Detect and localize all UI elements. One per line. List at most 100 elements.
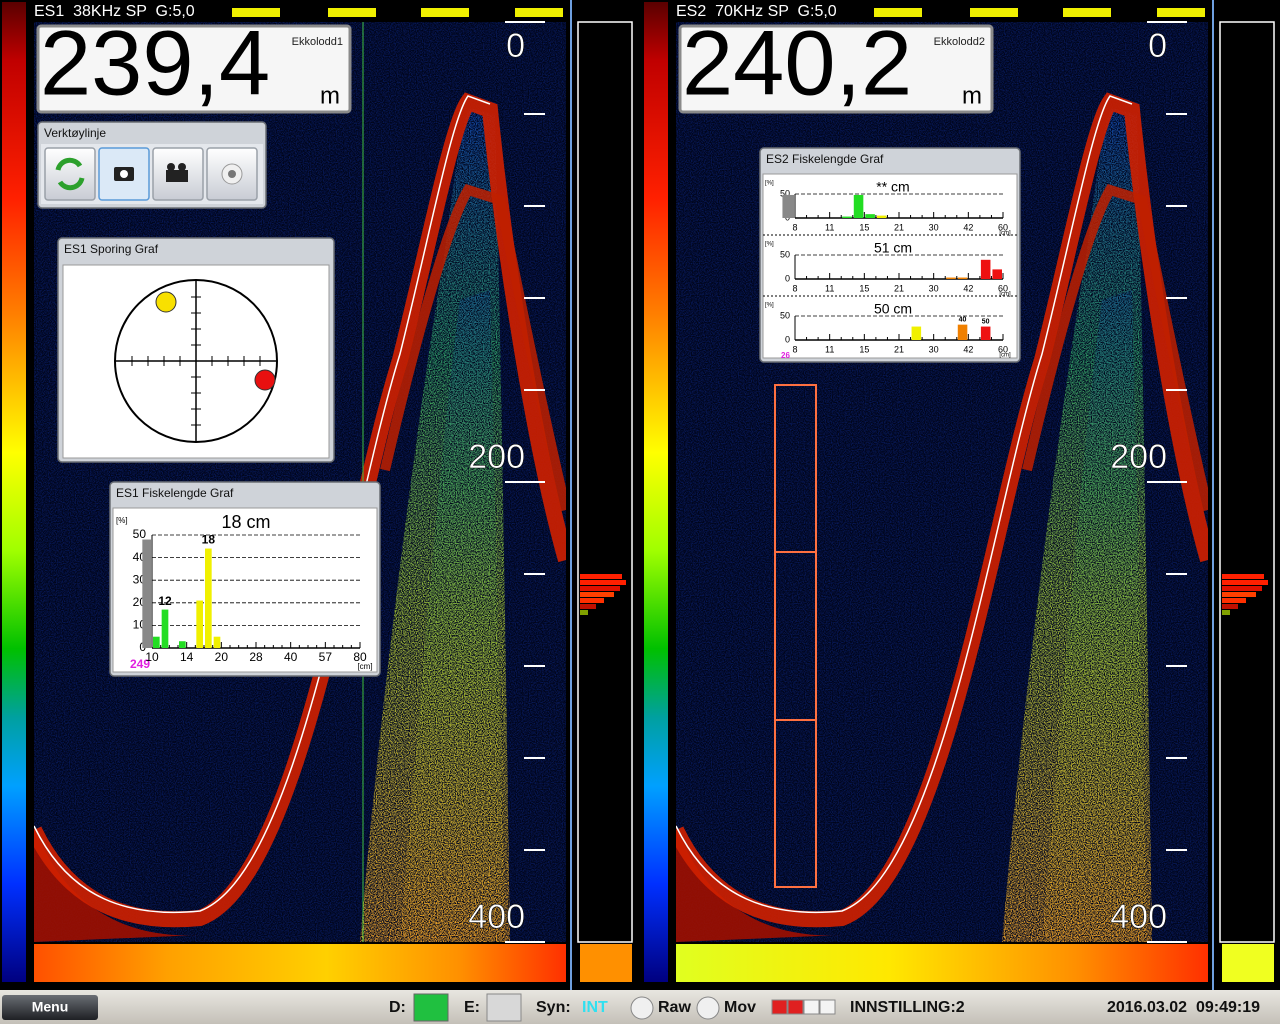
- status-text: Raw: [658, 999, 691, 1016]
- depth-unit: m: [320, 82, 340, 109]
- es2-length-window: ES2 Fiskelengde Graf: [759, 147, 1021, 363]
- depth-box: [678, 24, 994, 114]
- histogram-ylabel: [%]: [765, 303, 774, 309]
- x-tick-label: 8: [792, 283, 797, 293]
- bar: [865, 214, 875, 218]
- histogram-label: 51 cm: [874, 240, 912, 256]
- bar: [946, 277, 956, 279]
- bar: [980, 326, 991, 340]
- side-echo: [1222, 592, 1256, 597]
- side-band: [580, 944, 632, 982]
- window-title: ES2 Fiskelengde Graf: [766, 152, 884, 166]
- x-tick-label: 40: [284, 650, 298, 664]
- histogram-count: 249: [130, 657, 150, 671]
- bar-annotation: 12: [158, 594, 172, 608]
- echo-second: [380, 184, 566, 512]
- y-tick-label: 50: [780, 310, 790, 320]
- depth-label: 0: [506, 27, 525, 65]
- histogram-count: 26: [781, 351, 790, 360]
- side-echo: [580, 580, 626, 585]
- x-tick-label: 15: [859, 222, 869, 232]
- echo-bottom-band: [676, 825, 842, 942]
- bottom-band: [676, 944, 1208, 982]
- color-scale: [644, 2, 668, 982]
- depth-label: 200: [1110, 438, 1167, 476]
- x-tick-label: 42: [963, 283, 973, 293]
- echo-bottom: [34, 92, 566, 928]
- status-bar: Menu D: E: Syn: INT Raw Mov INNSTILLING:2 2016.0…: [0, 990, 1280, 1024]
- depth-box: [36, 24, 352, 114]
- status-dash: [421, 8, 469, 17]
- side-echo: [580, 574, 622, 579]
- mov-radio[interactable]: [696, 996, 720, 1020]
- raw-radio[interactable]: [630, 996, 654, 1020]
- bar: [957, 277, 968, 279]
- echo-second: [1022, 184, 1208, 512]
- bar: [196, 600, 203, 648]
- status-dash: [515, 8, 563, 17]
- side-echo: [1222, 598, 1246, 603]
- histogram-ylabel: [%]: [765, 242, 774, 248]
- histogram-xunit: [cm]: [999, 292, 1011, 298]
- side-echo: [1222, 574, 1264, 579]
- side-echo: [580, 604, 596, 609]
- icon-video-reel: [178, 163, 186, 171]
- target-red: [254, 369, 276, 391]
- window-title: ES1 Sporing Graf: [64, 242, 159, 256]
- device-name: Ekkolodd2: [934, 36, 985, 48]
- e-indicator: [486, 993, 522, 1022]
- y-tick-label: 0: [785, 334, 790, 344]
- d-indicator: [413, 993, 449, 1022]
- depth-unit: m: [962, 82, 982, 109]
- x-tick-label: 60: [998, 222, 1008, 232]
- x-tick-label: 8: [792, 222, 797, 232]
- tracking-window: ES1 Sporing Graf: [57, 237, 335, 463]
- x-tick-label: 60: [998, 283, 1008, 293]
- menu-button[interactable]: [2, 995, 98, 1020]
- status-dash: [874, 8, 922, 17]
- length-histogram: 18 cm[%][cm]2490102030405010142028405780…: [116, 512, 373, 671]
- state-indicator: [771, 999, 788, 1015]
- status-text: 2016.03.02 09:49:19: [1107, 999, 1260, 1016]
- panel-header: ES1 38KHz SP G:5,0: [34, 3, 195, 20]
- x-tick-label: 10: [145, 650, 159, 664]
- histogram-ylabel: [%]: [765, 181, 774, 187]
- x-tick-label: 21: [894, 344, 904, 354]
- window-title: Verktøylinje: [44, 126, 106, 140]
- histogram-xunit: [cm]: [999, 353, 1011, 359]
- x-tick-label: 11: [825, 283, 834, 293]
- side-echo: [580, 586, 620, 591]
- bar: [842, 216, 852, 218]
- menu-label[interactable]: Menu: [32, 999, 69, 1015]
- total-bar: [782, 194, 794, 218]
- bottom-band: [34, 944, 566, 982]
- selection-box: [774, 384, 817, 888]
- status-text: E:: [464, 999, 480, 1016]
- echo-bottom: [676, 92, 1208, 928]
- bar: [876, 215, 887, 218]
- bar: [205, 548, 212, 648]
- y-tick-label: 50: [133, 527, 147, 541]
- bar: [161, 609, 169, 648]
- side-panel: [577, 21, 633, 943]
- echo-hill-core: [400, 290, 505, 942]
- depth-label: 400: [1110, 898, 1167, 936]
- histogram-label: 18 cm: [221, 512, 270, 532]
- bar: [153, 636, 160, 648]
- side-echo: [1222, 604, 1238, 609]
- toolbar-button[interactable]: [44, 147, 96, 201]
- x-tick-label: 42: [963, 222, 973, 232]
- bar: [957, 324, 968, 340]
- side-echo: [1222, 586, 1262, 591]
- total-bar: [142, 539, 151, 648]
- x-tick-label: 21: [894, 283, 904, 293]
- bar: [980, 259, 991, 279]
- bar: [992, 269, 1002, 279]
- y-tick-label: 0: [785, 273, 790, 283]
- side-panel: [1219, 21, 1275, 943]
- x-tick-label: 60: [998, 344, 1008, 354]
